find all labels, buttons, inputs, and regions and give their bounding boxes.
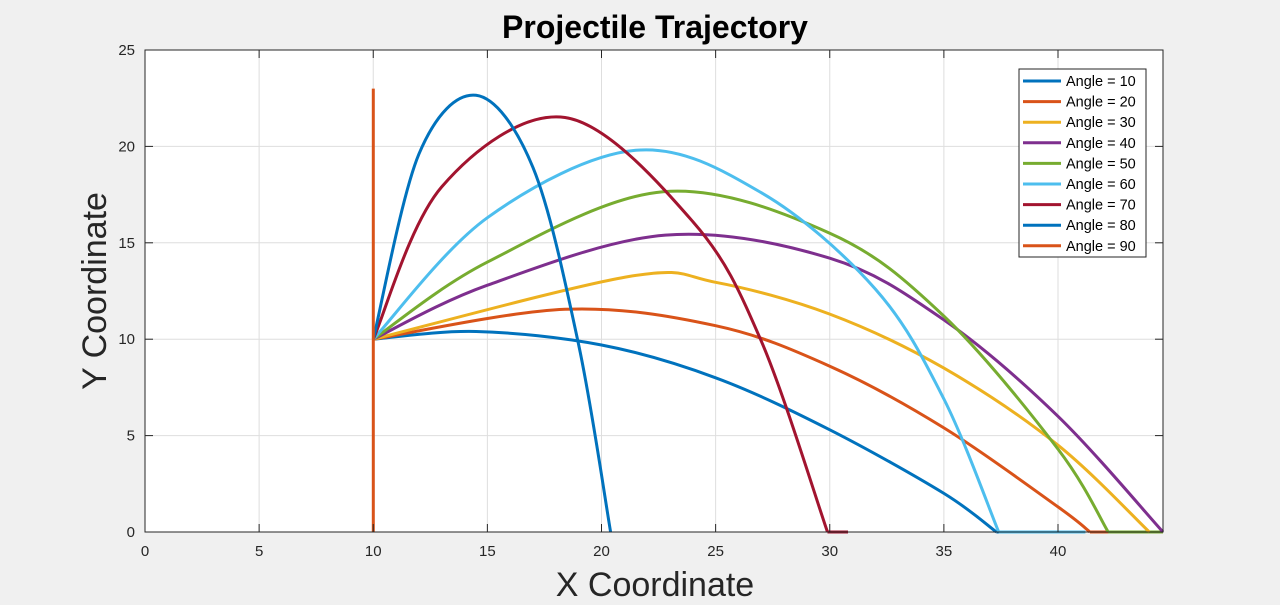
legend-entry-label: Angle = 60: [1066, 177, 1136, 193]
legend-entry-label: Angle = 80: [1066, 218, 1136, 234]
x-tick-label: 20: [593, 543, 610, 560]
x-tick-label: 15: [479, 543, 496, 560]
series-line-5: [372, 189, 1110, 533]
y-tick-label: 10: [118, 331, 135, 348]
x-tick-label: 25: [707, 543, 724, 560]
legend-entry-label: Angle = 10: [1066, 74, 1136, 90]
series-line-4: [372, 232, 1165, 534]
legend-entry-label: Angle = 40: [1066, 136, 1136, 152]
x-tick-label: 5: [255, 543, 263, 560]
series-line-8: [371, 93, 613, 533]
x-tick-label: 35: [936, 543, 953, 560]
series-line-7: [371, 115, 829, 533]
y-tick-label: 25: [118, 42, 135, 59]
x-tick-label: 10: [365, 543, 382, 560]
series-line-3: [372, 270, 1151, 534]
y-tick-label: 5: [127, 428, 135, 445]
y-axis-label: Y Coordinate: [76, 192, 114, 390]
legend-entry-label: Angle = 30: [1066, 115, 1136, 131]
series-line-1: [373, 329, 998, 534]
series-line-6: [372, 148, 1001, 533]
x-tick-label: 40: [1050, 543, 1067, 560]
legend-entry-label: Angle = 90: [1066, 239, 1136, 255]
x-tick-label: 0: [141, 543, 149, 560]
legend-entry-label: Angle = 70: [1066, 198, 1136, 214]
y-tick-label: 0: [127, 524, 135, 541]
y-tick-label: 20: [118, 138, 135, 155]
axis-ticks: 0 5 10 15 20 25 30 35 40 0 5 10 15 20 25: [118, 42, 1163, 560]
series-line-2: [373, 307, 1091, 534]
y-tick-label: 15: [118, 235, 135, 252]
chart-title: Projectile Trajectory: [502, 9, 808, 45]
legend-entry-label: Angle = 20: [1066, 95, 1136, 111]
x-axis-label: X Coordinate: [556, 566, 754, 604]
legend: Angle = 10 Angle = 20 Angle = 30 Angle = 40…: [1018, 68, 1147, 258]
series-lines: [371, 88, 1165, 534]
plot-frame: [144, 49, 1164, 533]
plot-area: [145, 50, 1163, 532]
legend-entry-label: Angle = 50: [1066, 156, 1136, 172]
x-tick-label: 30: [821, 543, 838, 560]
